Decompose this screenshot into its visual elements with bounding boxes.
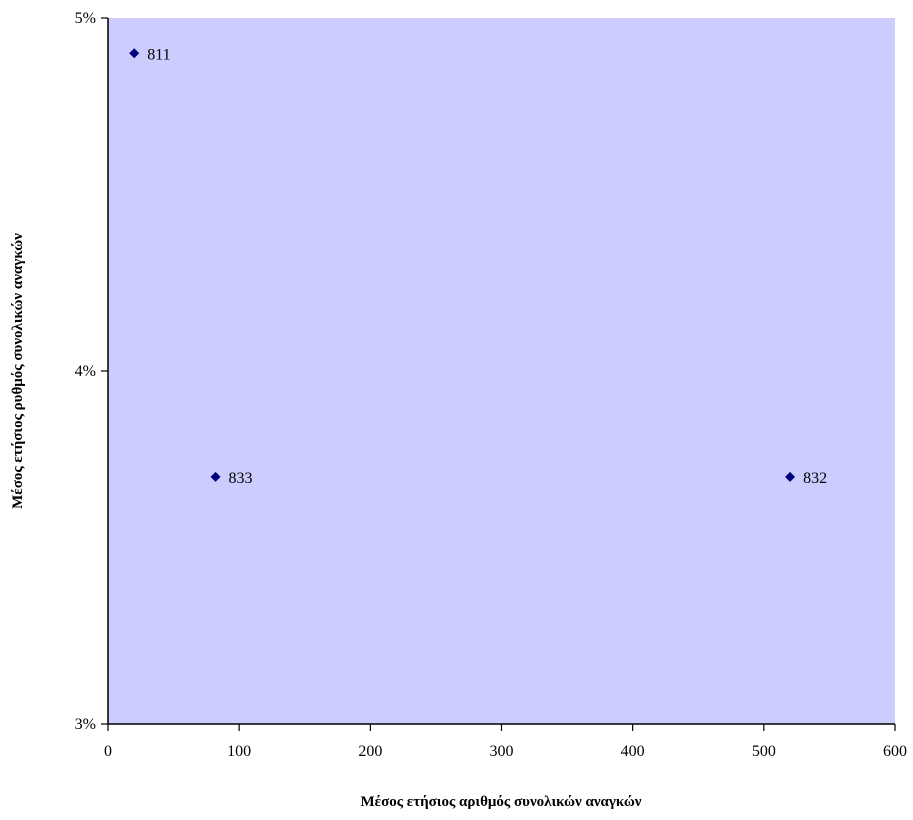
x-tick-label: 600 [883, 743, 907, 760]
data-point-832: 832 [785, 470, 827, 487]
point-marker [129, 48, 140, 59]
y-axis-ticks: 3% 4% 5% [75, 10, 108, 733]
y-tick-label: 5% [75, 10, 96, 27]
plot-area [108, 18, 895, 724]
point-label: 832 [803, 470, 827, 487]
point-marker [210, 471, 221, 482]
x-axis-ticks: 0 100 200 300 400 500 600 [104, 724, 907, 760]
data-point-833: 833 [210, 470, 253, 487]
x-tick-label: 0 [104, 743, 112, 760]
point-marker [785, 471, 796, 482]
x-tick-label: 100 [227, 743, 251, 760]
x-tick-label: 200 [358, 743, 382, 760]
y-tick-label: 4% [75, 363, 96, 380]
point-label: 833 [229, 470, 253, 487]
y-axis-title: Μέσος ετήσιος ρυθμός συνολικών αναγκών [10, 233, 26, 509]
data-point-811: 811 [129, 46, 171, 63]
x-tick-label: 400 [621, 743, 645, 760]
y-tick-label: 3% [75, 716, 96, 733]
data-points: 811 833 832 [129, 46, 827, 487]
point-label: 811 [147, 46, 170, 63]
x-axis-title: Μέσος ετήσιος αριθμός συνολικών αναγκών [361, 794, 642, 810]
x-tick-label: 300 [490, 743, 514, 760]
x-tick-label: 500 [752, 743, 776, 760]
